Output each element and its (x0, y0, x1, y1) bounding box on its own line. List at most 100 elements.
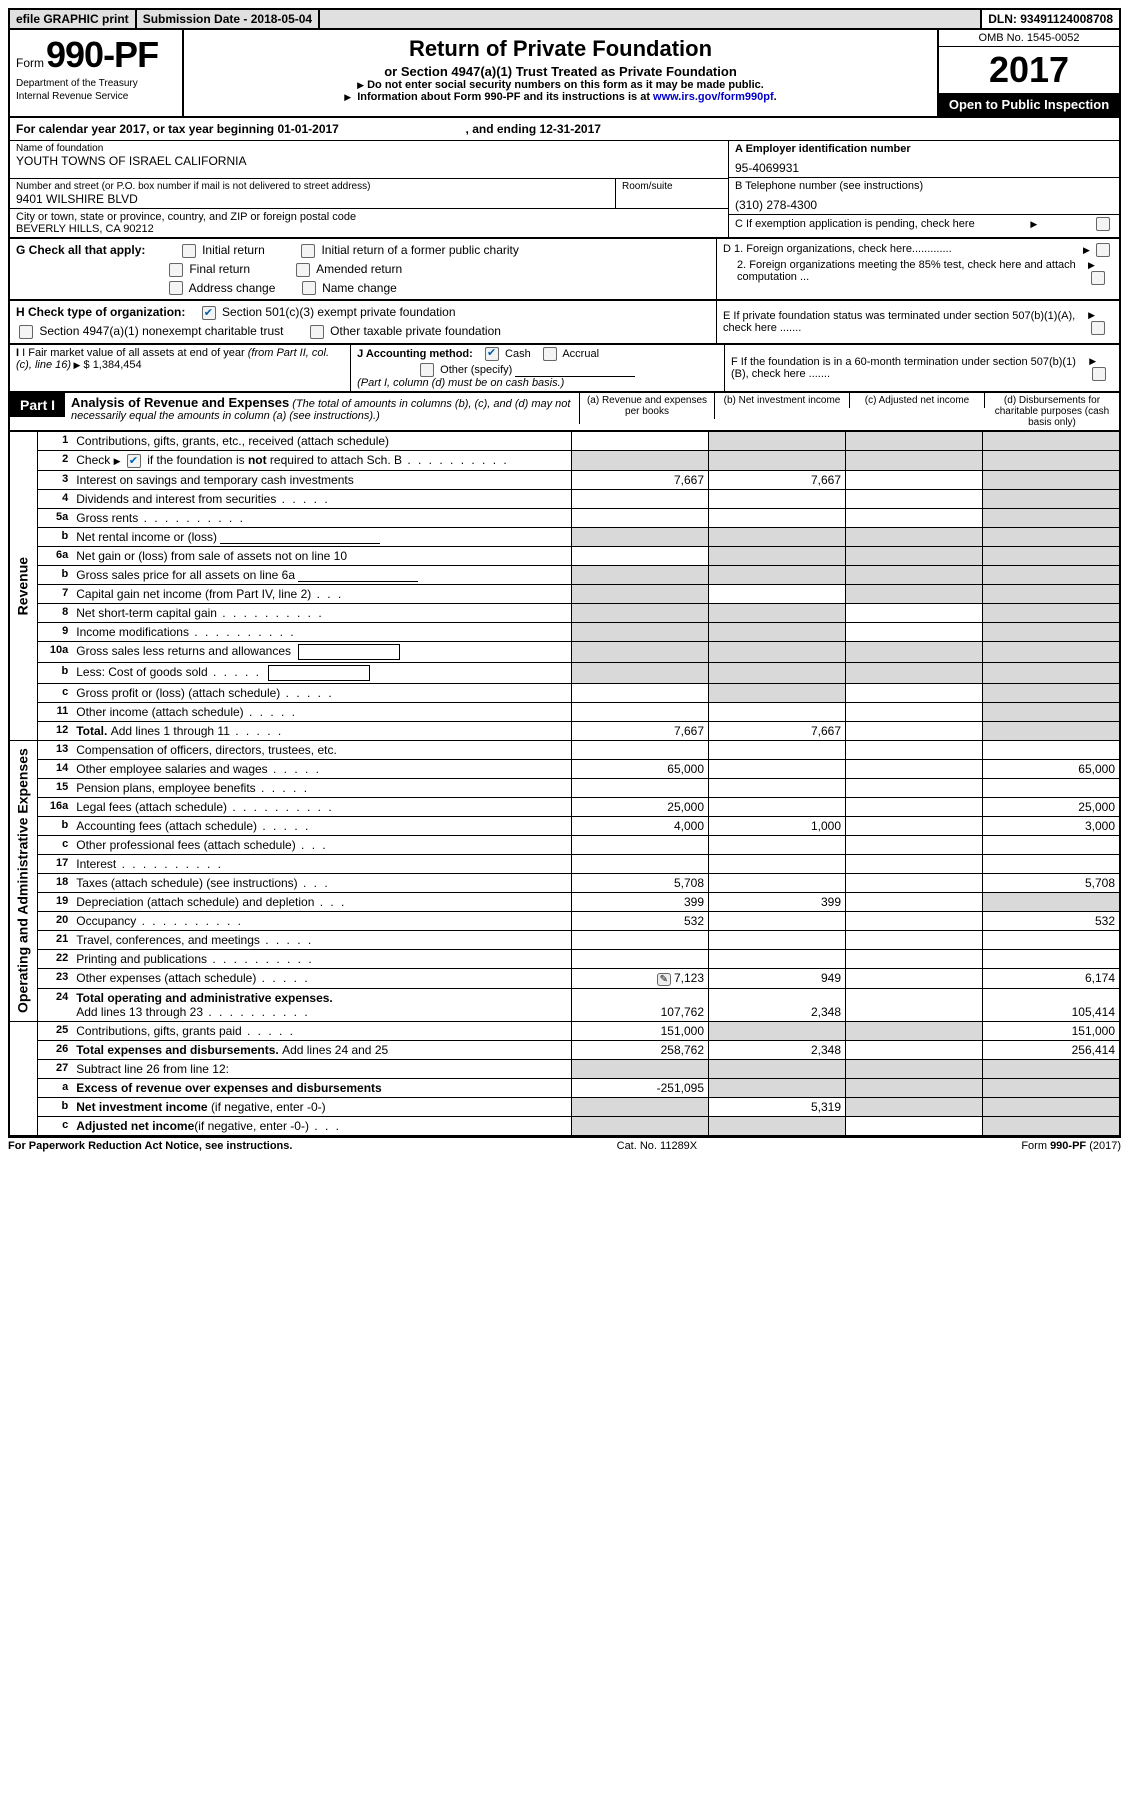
h-block: H Check type of organization: Section 50… (10, 301, 716, 343)
ident-left: Name of foundation YOUTH TOWNS OF ISRAEL… (10, 141, 728, 237)
part1-label: Part I (10, 393, 65, 417)
table-row: c Adjusted net income(if negative, enter… (10, 1116, 1119, 1135)
form-no-value: 990-PF (46, 34, 158, 76)
cb-no-sch-b[interactable] (127, 454, 141, 468)
note-ssn-text: Do not enter social security numbers on … (367, 79, 764, 91)
dln-value: 93491124008708 (1020, 12, 1113, 26)
cb-initial-former[interactable] (301, 244, 315, 258)
arrow-icon (1088, 259, 1095, 271)
d1-label: D 1. Foreign organizations, check here..… (723, 243, 952, 257)
form-title: Return of Private Foundation (188, 36, 933, 62)
r2-c: not (248, 453, 267, 467)
amt-d (983, 432, 1120, 451)
table-row: 10a Gross sales less returns and allowan… (10, 641, 1119, 662)
table-row: b Accounting fees (attach schedule) 4,00… (10, 816, 1119, 835)
j-label: J Accounting method: (357, 348, 473, 360)
ln: 2 (38, 451, 73, 471)
efile-print-button[interactable]: efile GRAPHIC print (10, 10, 137, 28)
top-bar: efile GRAPHIC print Submission Date - 20… (10, 10, 1119, 30)
ijf-block: I I Fair market value of all assets at e… (10, 344, 1119, 391)
submission-date-value: 2018-05-04 (251, 12, 312, 26)
h-row1: H Check type of organization: Section 50… (16, 305, 710, 320)
e-label: E If private foundation status was termi… (723, 310, 1088, 334)
street-address: 9401 WILSHIRE BLVD (16, 192, 609, 206)
g-row1: G Check all that apply: Initial return I… (16, 243, 710, 258)
instructions-link[interactable]: www.irs.gov/form990pf (653, 91, 774, 103)
submission-date-label: Submission Date - (143, 12, 251, 26)
dln: DLN: 93491124008708 (982, 10, 1119, 28)
cb-initial-return[interactable] (182, 244, 196, 258)
table-row: 9 Income modifications (10, 622, 1119, 641)
cb-other-taxable[interactable] (310, 325, 324, 339)
h-row2: Section 4947(a)(1) nonexempt charitable … (16, 324, 710, 339)
ln: 1 (38, 432, 73, 451)
footer-right: Form 990-PF (2017) (1021, 1140, 1121, 1152)
cb-accrual[interactable] (543, 347, 557, 361)
table-row: 21 Travel, conferences, and meetings (10, 930, 1119, 949)
tel-label: B Telephone number (see instructions) (735, 180, 1113, 192)
d2-row: 2. Foreign organizations meeting the 85%… (723, 259, 1113, 285)
identification-block: Name of foundation YOUTH TOWNS OF ISRAEL… (10, 141, 1119, 238)
g-row2: Final return Amended return (16, 262, 710, 277)
table-row: 14 Other employee salaries and wages 65,… (10, 759, 1119, 778)
tax-year: 2017 (939, 47, 1119, 93)
col-a-hdr: (a) Revenue and expenses per books (580, 393, 715, 419)
name-label: Name of foundation (16, 143, 722, 154)
r2-b: if the foundation is (147, 453, 248, 467)
amt-b (709, 432, 846, 451)
h-e-block: H Check type of organization: Section 50… (10, 300, 1119, 344)
note-instr-text: Information about Form 990-PF and its in… (357, 91, 653, 103)
inline-box (298, 644, 400, 660)
ein-value: 95-4069931 (735, 161, 1113, 175)
form-word: Form (16, 56, 44, 70)
j-cash: Cash (505, 348, 531, 360)
cb-d2[interactable] (1091, 271, 1105, 285)
cb-f[interactable] (1092, 367, 1106, 381)
footer-left: For Paperwork Reduction Act Notice, see … (8, 1140, 292, 1152)
d1-row: D 1. Foreign organizations, check here..… (723, 243, 1113, 257)
table-row: b Less: Cost of goods sold (10, 662, 1119, 683)
cb-final-return[interactable] (169, 263, 183, 277)
header-mid: Return of Private Foundation or Section … (184, 30, 937, 116)
cb-amended-return[interactable] (296, 263, 310, 277)
cb-cash[interactable] (485, 347, 499, 361)
table-row: b Net rental income or (loss) (10, 527, 1119, 546)
attachment-icon[interactable]: ✎ (657, 973, 671, 986)
submission-date: Submission Date - 2018-05-04 (137, 10, 320, 28)
cb-name-change[interactable] (302, 281, 316, 295)
table-row: 16a Legal fees (attach schedule) 25,0002… (10, 797, 1119, 816)
j-block: J Accounting method: Cash Accrual Other … (351, 345, 725, 391)
r2-d: required to attach Sch. B (267, 453, 509, 467)
g-block: G Check all that apply: Initial return I… (10, 239, 716, 299)
table-row: 26 Total expenses and disbursements. Add… (10, 1040, 1119, 1059)
g-row3: Address change Name change (16, 281, 710, 296)
table-row: 8 Net short-term capital gain (10, 603, 1119, 622)
inline-box (268, 665, 370, 681)
e-block: E If private foundation status was termi… (716, 301, 1119, 343)
cb-d1[interactable] (1096, 243, 1110, 257)
i-block: I I Fair market value of all assets at e… (10, 345, 351, 391)
arrow-icon (71, 359, 80, 371)
name-cell: Name of foundation YOUTH TOWNS OF ISRAEL… (10, 141, 728, 179)
underline (220, 543, 380, 544)
cb-other-method[interactable] (420, 363, 434, 377)
cb-address-change[interactable] (169, 281, 183, 295)
table-row: 25 Contributions, gifts, grants paid 151… (10, 1021, 1119, 1040)
table-row: 3 Interest on savings and temporary cash… (10, 470, 1119, 489)
c-pending-checkbox[interactable] (1096, 217, 1110, 231)
header-right: OMB No. 1545-0052 2017 Open to Public In… (937, 30, 1119, 116)
c-pending-cell: C If exemption application is pending, c… (729, 215, 1119, 233)
ein-label: A Employer identification number (735, 143, 1113, 155)
arrow-icon (114, 453, 121, 467)
header-left: Form 990-PF Department of the Treasury I… (10, 30, 184, 116)
table-row: 5a Gross rents (10, 508, 1119, 527)
ein-cell: A Employer identification number 95-4069… (729, 141, 1119, 178)
part1-desc: Analysis of Revenue and Expenses (The to… (65, 393, 580, 424)
cb-4947a1[interactable] (19, 325, 33, 339)
table-row: 15 Pension plans, employee benefits (10, 778, 1119, 797)
dept-treasury: Department of the Treasury (16, 78, 176, 89)
cb-501c3[interactable] (202, 306, 216, 320)
j-note: (Part I, column (d) must be on cash basi… (357, 377, 564, 389)
cb-e[interactable] (1091, 321, 1105, 335)
g2: Initial return of a former public charit… (321, 243, 518, 257)
